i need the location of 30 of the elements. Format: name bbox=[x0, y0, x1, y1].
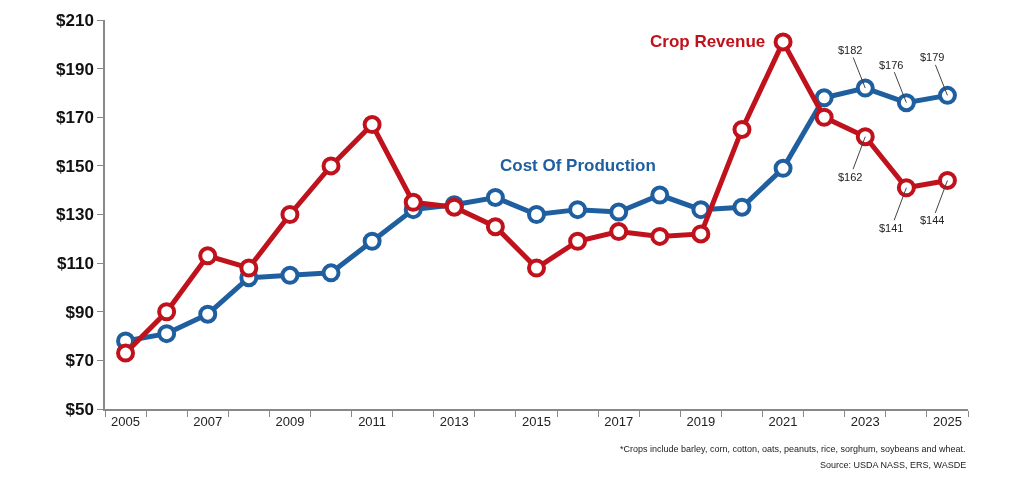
data-label: $141 bbox=[879, 222, 904, 234]
y-tick-label: $130 bbox=[56, 205, 94, 225]
x-tick-label: 2019 bbox=[686, 414, 716, 430]
y-tick-label: $110 bbox=[56, 254, 94, 274]
y-tick-label: $210 bbox=[56, 10, 94, 30]
data-label: $182 bbox=[838, 44, 863, 56]
x-tick-label: 2021 bbox=[768, 414, 798, 430]
x-tick-label: 2007 bbox=[193, 414, 223, 430]
source-note: Source: USDA NASS, ERS, WASDE bbox=[820, 460, 967, 470]
x-tick-label: 2011 bbox=[358, 414, 387, 430]
x-tick-label: 2009 bbox=[275, 414, 305, 430]
x-tick-label: 2023 bbox=[850, 414, 880, 430]
data-label: $144 bbox=[920, 214, 945, 226]
series-label: Cost Of Production bbox=[500, 156, 656, 175]
text: *Crops include barley, corn, cotton, oats, peanuts, rice, sorghum, soybeans and wheat. bbox=[620, 444, 966, 454]
data-label: $162 bbox=[838, 171, 863, 183]
data-label: $176 bbox=[879, 59, 904, 71]
y-tick-label: $70 bbox=[65, 351, 94, 371]
series-label: Crop Revenue bbox=[650, 32, 766, 51]
y-tick-label: $150 bbox=[56, 156, 94, 176]
y-tick-label: $50 bbox=[65, 399, 94, 419]
x-tick-label: 2025 bbox=[932, 414, 962, 430]
x-tick-label: 2013 bbox=[439, 414, 469, 430]
y-tick-label: $190 bbox=[56, 59, 94, 79]
x-tick-label: 2005 bbox=[111, 414, 141, 430]
y-tick-label: $90 bbox=[65, 302, 94, 322]
x-tick-label: 2015 bbox=[522, 414, 551, 430]
x-tick-label: 2017 bbox=[604, 414, 634, 430]
data-label: $179 bbox=[920, 51, 945, 63]
y-tick-label: $170 bbox=[56, 108, 94, 128]
